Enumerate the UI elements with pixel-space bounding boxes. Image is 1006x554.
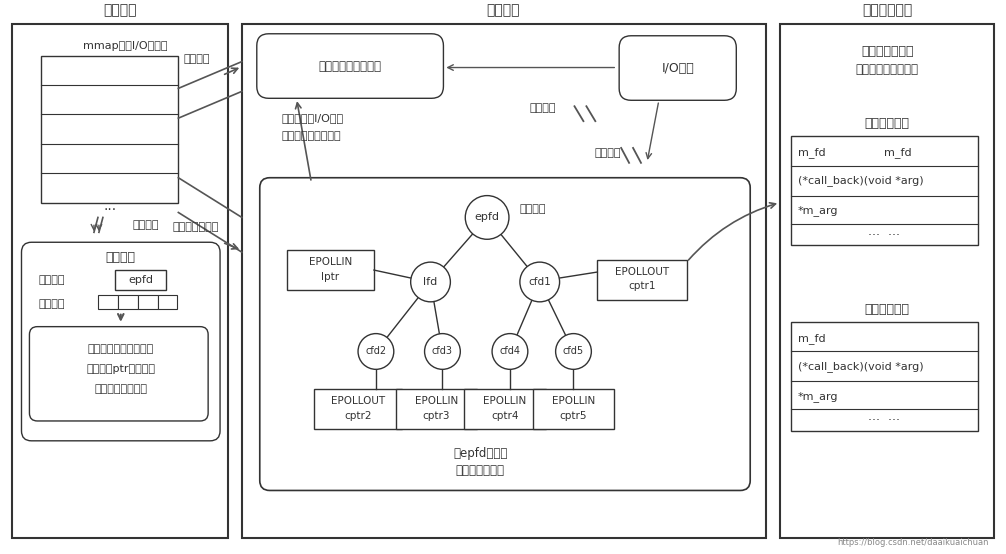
Bar	[314, 389, 401, 429]
Text: cfd3: cfd3	[432, 346, 453, 356]
FancyBboxPatch shape	[257, 34, 444, 98]
Text: 红黑树根: 红黑树根	[38, 275, 64, 285]
Text: 红黑树根: 红黑树根	[520, 204, 546, 214]
Bar	[395, 389, 477, 429]
Text: epfd: epfd	[128, 275, 153, 285]
FancyBboxPatch shape	[21, 242, 220, 441]
Text: 自定义结构体: 自定义结构体	[865, 117, 909, 130]
Bar	[11, 24, 228, 538]
Text: 增删和各种调用: 增删和各种调用	[172, 222, 218, 232]
Bar	[241, 24, 767, 538]
Text: 自定义结构体: 自定义结构体	[865, 303, 909, 316]
Text: cfd4: cfd4	[499, 346, 520, 356]
Bar	[465, 389, 545, 429]
Text: I/O事件: I/O事件	[661, 62, 694, 75]
Text: 数据拷贝: 数据拷贝	[133, 220, 159, 230]
Circle shape	[492, 334, 528, 370]
Text: m_fd: m_fd	[798, 333, 826, 344]
Text: cptr1: cptr1	[628, 281, 656, 291]
Text: EPOLLIN: EPOLLIN	[414, 396, 458, 406]
Bar	[98, 295, 118, 309]
Text: 将已响应的I/O事件: 将已响应的I/O事件	[282, 113, 344, 123]
Text: cptr2: cptr2	[344, 411, 372, 421]
Text: 异步唤醒: 异步唤醒	[530, 103, 556, 113]
Text: 异步唤醒的事件队列: 异步唤醒的事件队列	[319, 60, 381, 73]
Bar	[158, 295, 177, 309]
Text: cptr5: cptr5	[559, 411, 588, 421]
FancyBboxPatch shape	[619, 36, 736, 100]
Text: 内核空间: 内核空间	[486, 3, 520, 17]
Bar	[118, 295, 138, 309]
FancyBboxPatch shape	[29, 327, 208, 421]
Text: EPOLLIN: EPOLLIN	[483, 396, 526, 406]
Bar	[791, 322, 978, 431]
Text: EPOLLOUT: EPOLLOUT	[615, 267, 669, 277]
Text: EPOLLIN: EPOLLIN	[309, 257, 352, 267]
Text: 内核监听: 内核监听	[595, 148, 621, 158]
Text: cfd2: cfd2	[365, 346, 386, 356]
Circle shape	[358, 334, 393, 370]
Text: 自定义结构数组: 自定义结构数组	[861, 45, 913, 58]
Circle shape	[520, 262, 559, 302]
Text: 对应的结构放入队列: 对应的结构放入队列	[282, 131, 341, 141]
Text: 个元素里ptr指向的结: 个元素里ptr指向的结	[87, 365, 155, 375]
Text: 以epfd为根的: 以epfd为根的	[453, 447, 507, 460]
Text: lfd: lfd	[424, 277, 438, 287]
Text: https://blog.csdn.net/daaikuaichuan: https://blog.csdn.net/daaikuaichuan	[837, 538, 989, 547]
Text: EPOLLIN: EPOLLIN	[552, 396, 596, 406]
Circle shape	[410, 262, 451, 302]
Circle shape	[465, 196, 509, 239]
Text: m_fd: m_fd	[884, 147, 911, 158]
Text: 由用户自行开辟空间: 由用户自行开辟空间	[856, 63, 918, 76]
Text: 用户空间: 用户空间	[103, 3, 137, 17]
Bar	[598, 260, 687, 300]
Bar	[138, 295, 158, 309]
Bar	[780, 24, 995, 538]
Text: cfd1: cfd1	[528, 277, 551, 287]
Circle shape	[425, 334, 461, 370]
Text: *m_arg: *m_arg	[798, 391, 838, 402]
Text: 服务进程: 服务进程	[106, 250, 136, 264]
Text: lptr: lptr	[321, 272, 339, 282]
Text: 构体中的回调函数: 构体中的回调函数	[95, 384, 147, 394]
Text: (*call_back)(void *arg): (*call_back)(void *arg)	[798, 361, 924, 372]
Text: cptr3: cptr3	[423, 411, 451, 421]
Bar	[791, 136, 978, 245]
Text: EPOLLOUT: EPOLLOUT	[331, 396, 385, 406]
Text: ···  ···: ··· ···	[868, 414, 900, 428]
Text: (*call_back)(void *arg): (*call_back)(void *arg)	[798, 175, 924, 186]
Text: cfd5: cfd5	[563, 346, 584, 356]
Circle shape	[555, 334, 592, 370]
Text: m_fd: m_fd	[798, 147, 826, 158]
Bar	[533, 389, 615, 429]
Text: 依次调用事件数组中各: 依次调用事件数组中各	[88, 345, 154, 355]
Text: epfd: epfd	[475, 212, 500, 223]
FancyBboxPatch shape	[260, 178, 750, 490]
Bar	[41, 55, 178, 203]
Text: cptr4: cptr4	[491, 411, 519, 421]
Text: mmap存储I/O映射区: mmap存储I/O映射区	[83, 41, 168, 51]
Text: 红黑树文件系统: 红黑树文件系统	[456, 464, 505, 477]
Text: 事件数组: 事件数组	[38, 299, 64, 309]
Text: 属于服务进程: 属于服务进程	[862, 3, 912, 17]
Text: ···: ···	[104, 203, 117, 218]
Text: *m_arg: *m_arg	[798, 205, 838, 216]
Bar	[287, 250, 374, 290]
Bar	[115, 270, 166, 290]
Text: 数据拷贝: 数据拷贝	[184, 54, 210, 64]
Text: ···  ···: ··· ···	[868, 229, 900, 242]
